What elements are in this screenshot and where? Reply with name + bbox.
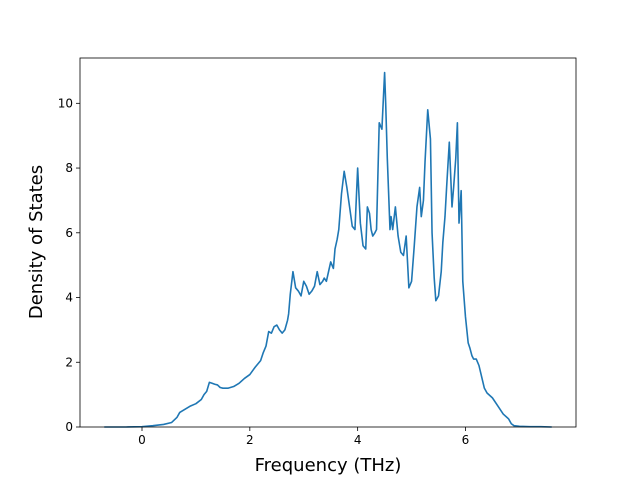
x-tick-label: 2 (246, 433, 254, 447)
x-tick-label: 0 (138, 433, 146, 447)
y-tick-label: 4 (65, 291, 73, 305)
y-tick-label: 0 (65, 420, 73, 434)
x-tick-label: 4 (354, 433, 362, 447)
y-tick-label: 6 (65, 226, 73, 240)
x-tick-label: 6 (462, 433, 470, 447)
ticks-layer: 0 2 4 6 0 2 4 6 8 10 (58, 96, 470, 447)
y-tick-label: 2 (65, 355, 73, 369)
dos-series-line-0 (104, 71, 552, 428)
series-layer (104, 71, 552, 428)
plot-frame (79, 57, 577, 428)
y-tick-label: 8 (65, 161, 73, 175)
x-axis-label: Frequency (THz) (255, 455, 402, 476)
y-tick-label: 10 (58, 96, 73, 110)
y-axis-label: Density of States (26, 165, 47, 319)
